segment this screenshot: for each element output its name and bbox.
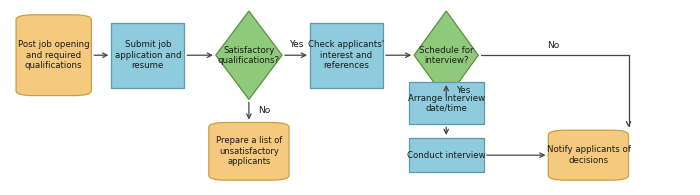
Bar	[111, 23, 184, 88]
Text: Yes: Yes	[456, 86, 471, 95]
FancyBboxPatch shape	[548, 130, 629, 180]
Text: Satisfactory
qualifications?: Satisfactory qualifications?	[218, 45, 280, 65]
FancyBboxPatch shape	[209, 122, 289, 180]
Text: No: No	[547, 41, 559, 50]
Text: Schedule for
interview?: Schedule for interview?	[419, 45, 473, 65]
Text: Submit job
application and
resume: Submit job application and resume	[115, 40, 181, 70]
Text: Arrange interview
date/time: Arrange interview date/time	[407, 94, 485, 113]
Text: Yes: Yes	[289, 40, 303, 49]
Text: Conduct interview: Conduct interview	[407, 151, 486, 160]
Bar	[409, 82, 484, 124]
Text: Notify applicants of
decisions: Notify applicants of decisions	[547, 145, 631, 165]
Bar	[310, 23, 383, 88]
Text: Prepare a list of
unsatisfactory
applicants: Prepare a list of unsatisfactory applica…	[216, 136, 282, 166]
Text: Post job opening
and required
qualifications: Post job opening and required qualificat…	[18, 40, 90, 70]
Bar	[409, 138, 484, 172]
Polygon shape	[414, 11, 478, 99]
Text: No: No	[258, 106, 270, 115]
FancyBboxPatch shape	[16, 15, 91, 96]
Text: Check applicants'
interest and
references: Check applicants' interest and reference…	[309, 40, 384, 70]
Polygon shape	[216, 11, 282, 99]
